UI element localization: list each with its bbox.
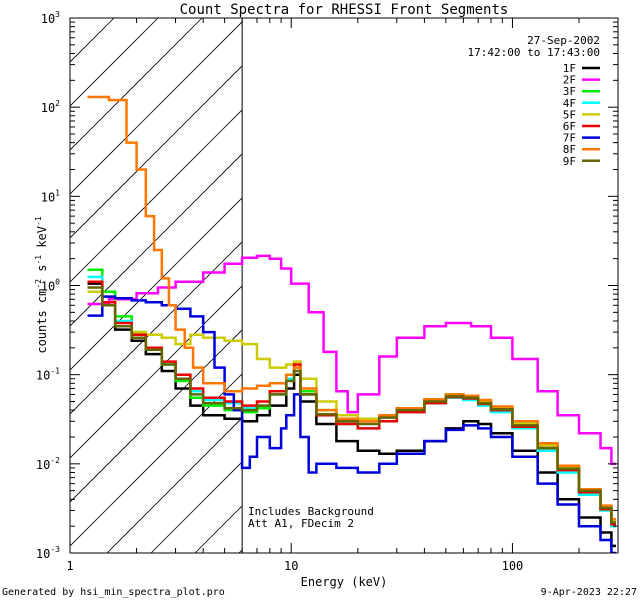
series-9f — [87, 286, 616, 524]
hatch-line — [106, 417, 243, 553]
chart-title: Count Spectra for RHESSI Front Segments — [180, 2, 509, 18]
hatch-line — [70, 153, 243, 327]
legend-label: 7F — [563, 132, 576, 145]
hatched-region — [70, 18, 640, 553]
y-tick-label: 10-1 — [36, 367, 60, 383]
series-2f — [87, 254, 616, 466]
x-tick-label: 10 — [284, 559, 298, 573]
hatch-line — [283, 18, 640, 553]
hatch-line — [70, 65, 243, 239]
hatch-line — [70, 18, 203, 151]
x-tick-label: 1 — [66, 559, 73, 573]
y-tick-label: 102 — [41, 99, 60, 115]
legend-label: 9F — [563, 155, 576, 168]
hatch-line — [70, 241, 243, 415]
hatch-line — [70, 21, 243, 195]
hatch-line — [70, 329, 243, 503]
annotation-attenuator: Att A1, FDecim 2 — [248, 517, 354, 530]
legend-label: 6F — [563, 120, 576, 133]
legend-label: 4F — [563, 97, 576, 110]
time-range-label: 17:42:00 to 17:43:00 — [468, 46, 600, 59]
y-tick-label: 10-3 — [36, 545, 60, 561]
y-tick-label: 100 — [41, 278, 60, 294]
annotation-background: Includes Background — [248, 505, 374, 518]
y-tick-label: 101 — [41, 188, 60, 204]
hatch-line — [150, 461, 243, 553]
y-tick-label: 10-2 — [36, 456, 60, 472]
y-axis: 10-3 10-2 10-1 100 101 102 103 — [36, 10, 618, 561]
plot-frame — [69, 17, 619, 554]
legend-label: 1F — [563, 62, 576, 75]
legend-label: 8F — [563, 143, 576, 156]
date-label: 27-Sep-2002 — [527, 34, 600, 47]
legend-label: 5F — [563, 108, 576, 121]
footer-timestamp: 9-Apr-2023 22:27 — [541, 587, 637, 598]
x-tick-label: 100 — [502, 559, 524, 573]
series-5f — [87, 290, 616, 522]
legend-label: 3F — [563, 85, 576, 98]
series-layer — [87, 95, 616, 553]
y-tick-label: 103 — [41, 10, 60, 26]
footer-generator: Generated by hsi_min_spectra_plot.pro — [2, 587, 225, 598]
series-6f — [87, 280, 616, 526]
x-axis: 1 10 100 — [66, 18, 619, 573]
x-axis-label: Energy (keV) — [301, 575, 388, 589]
legend-label: 2F — [563, 74, 576, 87]
series-4f — [87, 275, 616, 528]
series-7f — [87, 295, 616, 553]
y-axis-label: counts cm-2 s-1 keV-1 — [34, 216, 49, 353]
hatch-line — [70, 197, 243, 371]
hatch-line — [70, 373, 243, 547]
